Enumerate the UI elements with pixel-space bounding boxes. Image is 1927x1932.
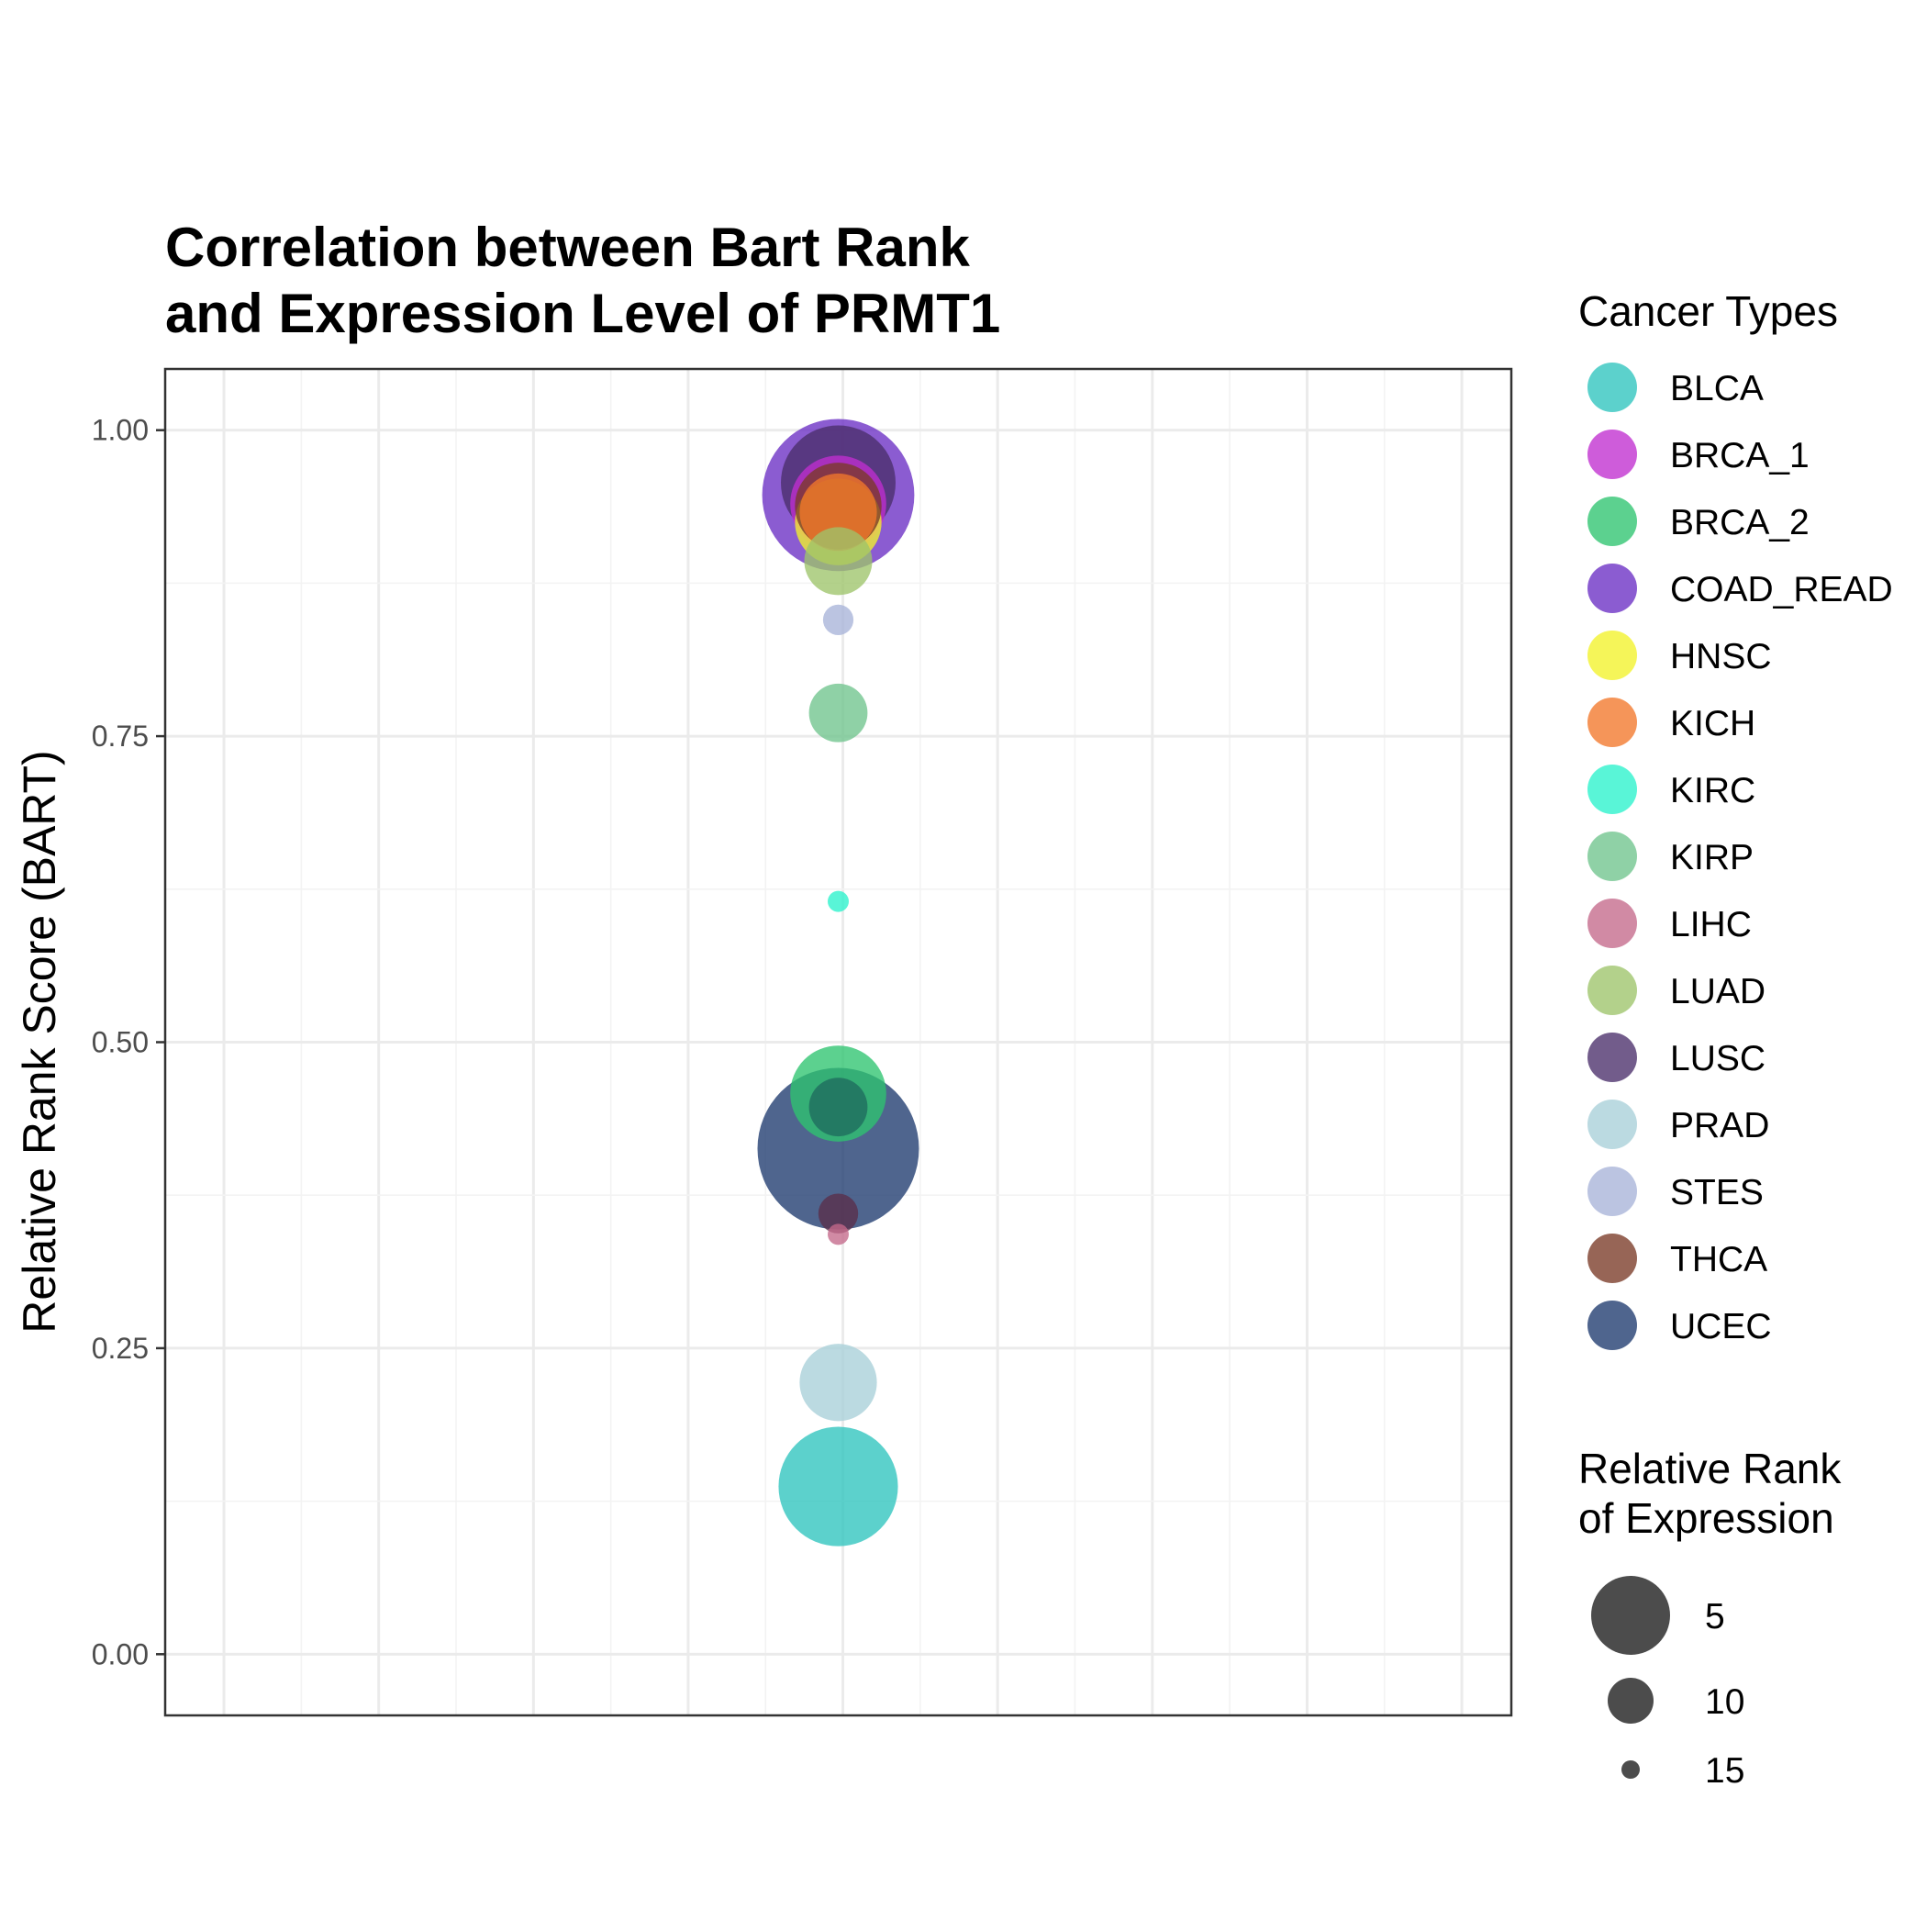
legend-key-prad	[1587, 1100, 1637, 1149]
data-points	[757, 419, 919, 1547]
legend-label-brca-2: BRCA_2	[1670, 503, 1810, 542]
legend-key-lihc	[1587, 899, 1637, 948]
color-legend: BLCA BRCA_1 BRCA_2 COAD_READ HNSC KICH KIRC KIR…	[1587, 363, 1893, 1350]
size-legend-title-line-1: Relative Rank	[1578, 1445, 1842, 1492]
y-tick-label: 0.25	[92, 1332, 149, 1365]
legend-key-thca	[1587, 1234, 1637, 1283]
legend-label-kirc: KIRC	[1670, 771, 1755, 810]
legend-key-brca-2	[1587, 497, 1637, 546]
point-lihc	[828, 1223, 849, 1245]
point-brca-2	[808, 1078, 868, 1137]
legend-label-lihc: LIHC	[1670, 905, 1752, 944]
legend-key-kirc	[1587, 765, 1637, 814]
size-key-10	[1608, 1678, 1654, 1724]
legend-label-lusc: LUSC	[1670, 1039, 1765, 1078]
size-legend: 5 10 15	[1591, 1576, 1744, 1791]
point-kirp	[808, 683, 868, 743]
legend-label-luad: LUAD	[1670, 972, 1765, 1011]
size-label-5: 5	[1705, 1597, 1725, 1636]
chart-title-line-2: and Expression Level of PRMT1	[165, 283, 1000, 344]
legend-label-hnsc: HNSC	[1670, 637, 1772, 676]
legend-key-kirp	[1587, 832, 1637, 881]
legend-key-kich	[1587, 698, 1637, 747]
legend-key-coad-read	[1587, 564, 1637, 613]
y-tick-label: 0.75	[92, 720, 149, 753]
size-label-15: 15	[1705, 1751, 1744, 1791]
y-axis-title: Relative Rank Score (BART)	[14, 750, 65, 1333]
point-kich	[799, 473, 877, 552]
legend-label-thca: THCA	[1670, 1240, 1767, 1279]
legend-label-kirp: KIRP	[1670, 838, 1754, 877]
size-key-15	[1621, 1760, 1640, 1779]
point-lusc	[818, 1193, 859, 1234]
legend-label-stes: STES	[1670, 1173, 1764, 1212]
legend-key-ucec	[1587, 1301, 1637, 1350]
size-key-5	[1591, 1576, 1670, 1655]
point-kirc	[828, 890, 849, 912]
y-axis-ticks: 0.00 0.25 0.50 0.75 1.00	[92, 414, 165, 1670]
legend-key-lusc	[1587, 1033, 1637, 1082]
legend-label-blca: BLCA	[1670, 369, 1764, 408]
y-tick-label: 1.00	[92, 414, 149, 447]
legend-key-luad	[1587, 966, 1637, 1015]
legend-label-ucec: UCEC	[1670, 1307, 1772, 1346]
legend-label-brca-1: BRCA_1	[1670, 436, 1810, 475]
legend-key-brca-1	[1587, 430, 1637, 479]
legend-key-hnsc	[1587, 631, 1637, 680]
point-prad	[799, 1344, 877, 1422]
point-stes	[822, 604, 854, 635]
point-blca	[778, 1426, 898, 1547]
legend-key-stes	[1587, 1167, 1637, 1216]
chart-title-line-1: Correlation between Bart Rank	[165, 217, 970, 278]
legend-label-coad-read: COAD_READ	[1670, 570, 1893, 609]
point-luad	[804, 527, 873, 596]
legend-label-kich: KICH	[1670, 704, 1755, 743]
color-legend-title: Cancer Types	[1578, 287, 1838, 335]
y-tick-label: 0.00	[92, 1637, 149, 1670]
size-legend-title-line-2: of Expression	[1578, 1494, 1834, 1542]
legend-key-blca	[1587, 363, 1637, 412]
size-label-10: 10	[1705, 1682, 1744, 1722]
legend-label-prad: PRAD	[1670, 1106, 1769, 1145]
y-tick-label: 0.50	[92, 1026, 149, 1059]
